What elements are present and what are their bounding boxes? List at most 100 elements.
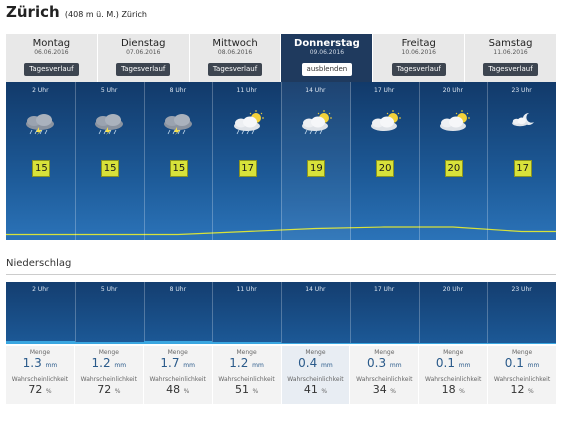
day-name: Freitag xyxy=(401,38,436,49)
precip-hour-label: 8 Uhr xyxy=(169,286,187,293)
day-name: Mittwoch xyxy=(212,38,258,49)
hour-column: 17 Uhr 20 xyxy=(350,82,420,240)
day-tabs: Montag 06.06.2016 Tagesverlauf Dienstag 07.0… xyxy=(6,34,556,82)
day-tab-donnerstag[interactable]: Donnerstag 09.06.2016 ausblenden xyxy=(281,34,374,82)
precip-hour-label: 23 Uhr xyxy=(511,286,532,293)
menge-label: Menge xyxy=(29,349,51,356)
precip-stat-cell: Menge 0.1 mm Wahrscheinlichkeit 18 % xyxy=(419,346,489,404)
menge-label: Menge xyxy=(167,349,188,356)
precip-probability: 34 % xyxy=(372,383,396,396)
precip-amount: 1.7 mm xyxy=(160,356,195,370)
temperature-badge: 15 xyxy=(101,160,120,177)
temperature-badge: 19 xyxy=(307,160,326,177)
day-tab-samstag[interactable]: Samstag 11.06.2016 Tagesverlauf xyxy=(465,34,556,82)
precip-stat-cell: Menge 0.3 mm Wahrscheinlichkeit 34 % xyxy=(350,346,420,404)
hour-label: 8 Uhr xyxy=(169,87,187,94)
hide-button[interactable]: ausblenden xyxy=(301,63,353,76)
temperature-curve-line xyxy=(6,226,556,236)
hour-label: 23 Uhr xyxy=(511,87,532,94)
temperature-badge: 17 xyxy=(238,160,257,177)
temperature-badge: 17 xyxy=(513,160,532,177)
tagesverlauf-button[interactable]: Tagesverlauf xyxy=(207,63,263,76)
precip-amount: 1.2 mm xyxy=(91,356,127,370)
hour-column: 5 Uhr 15 xyxy=(75,82,145,240)
menge-label: Menge xyxy=(511,349,533,356)
hour-label: 5 Uhr xyxy=(100,87,118,94)
precip-hour-label: 2 Uhr xyxy=(32,286,49,293)
unit-percent: % xyxy=(459,388,465,395)
precip-hour-label: 17 Uhr xyxy=(374,286,395,293)
probability-label: Wahrscheinlichkeit xyxy=(493,376,551,383)
day-date: 09.06.2016 xyxy=(309,49,345,56)
precip-bar xyxy=(212,341,281,344)
precip-hour-label: 14 Uhr xyxy=(305,286,326,293)
menge-label: Menge xyxy=(443,349,464,356)
precipitation-panel: 2 Uhr 5 Uhr 8 Uhr 11 Uhr 14 Uhr 17 Uhr 20 Uhr 2… xyxy=(6,282,557,344)
hour-column: 14 Uhr 19 xyxy=(281,82,351,240)
probability-label: Wahrscheinlichkeit xyxy=(287,376,344,383)
tagesverlauf-button[interactable]: Tagesverlauf xyxy=(483,63,538,76)
sun-cloud-icon xyxy=(364,109,404,135)
unit-mm: mm xyxy=(252,362,264,369)
precip-column: 8 Uhr xyxy=(143,282,214,344)
unit-percent: % xyxy=(183,388,190,395)
precipitation-stats: Menge 1.3 mm Wahrscheinlichkeit 72 % Menge 1.… xyxy=(6,346,556,404)
temperature-badge: 20 xyxy=(444,160,463,177)
precip-column: 5 Uhr xyxy=(74,282,145,344)
unit-mm: mm xyxy=(458,362,471,369)
precip-probability: 72 % xyxy=(28,383,52,396)
divider xyxy=(6,274,556,275)
unit-mm: mm xyxy=(45,362,58,369)
precip-column: 17 Uhr xyxy=(349,282,420,344)
thunderstorm-icon xyxy=(89,109,129,135)
day-date: 11.06.2016 xyxy=(493,49,528,56)
hour-column: 2 Uhr 15 xyxy=(6,82,76,240)
temperature-badge: 15 xyxy=(32,160,51,177)
precip-probability: 51 % xyxy=(234,383,259,396)
unit-mm: mm xyxy=(389,362,402,369)
precip-bar xyxy=(74,341,144,344)
menge-label: Menge xyxy=(305,349,326,356)
sun-cloud-rain-icon xyxy=(227,109,267,135)
precip-probability: 18 % xyxy=(441,383,465,396)
unit-percent: % xyxy=(321,388,328,395)
day-tab-dienstag[interactable]: Dienstag 07.06.2016 Tagesverlauf xyxy=(97,34,190,82)
thunderstorm-icon xyxy=(158,109,198,135)
precip-amount: 1.3 mm xyxy=(22,356,58,370)
precip-stat-cell: Menge 1.3 mm Wahrscheinlichkeit 72 % xyxy=(6,346,75,404)
precip-bar xyxy=(143,340,213,344)
elevation-label: (408 m ü. M.) Zürich xyxy=(64,10,147,19)
precip-probability: 72 % xyxy=(97,383,121,396)
unit-mm: mm xyxy=(183,362,195,369)
hour-label: 2 Uhr xyxy=(32,87,49,94)
day-tab-mittwoch[interactable]: Mittwoch 08.06.2016 Tagesverlauf xyxy=(189,34,282,82)
day-name: Donnerstag xyxy=(294,38,360,49)
precip-bar xyxy=(418,343,488,344)
hour-label: 17 Uhr xyxy=(374,87,395,94)
precip-hour-label: 5 Uhr xyxy=(100,286,118,293)
day-name: Samstag xyxy=(488,38,533,49)
unit-percent: % xyxy=(45,388,52,395)
precip-amount: 0.4 mm xyxy=(298,356,333,370)
unit-percent: % xyxy=(114,388,121,395)
probability-label: Wahrscheinlichkeit xyxy=(218,376,275,383)
precip-column: 11 Uhr xyxy=(212,282,282,344)
probability-label: Wahrscheinlichkeit xyxy=(149,376,206,383)
day-tab-freitag[interactable]: Freitag 10.06.2016 Tagesverlauf xyxy=(373,34,466,82)
precip-stat-cell: Menge 1.7 mm Wahrscheinlichkeit 48 % xyxy=(143,346,213,404)
tagesverlauf-button[interactable]: Tagesverlauf xyxy=(116,63,171,76)
hour-column: 23 Uhr 17 xyxy=(487,82,557,240)
probability-label: Wahrscheinlichkeit xyxy=(11,376,69,383)
precip-amount: 1.2 mm xyxy=(229,356,264,370)
day-date: 06.06.2016 xyxy=(34,49,69,56)
menge-label: Menge xyxy=(374,349,395,356)
tagesverlauf-button[interactable]: Tagesverlauf xyxy=(391,63,446,76)
day-date: 07.06.2016 xyxy=(126,49,161,56)
precip-bar xyxy=(349,343,419,344)
unit-mm: mm xyxy=(527,362,540,369)
tagesverlauf-button[interactable]: Tagesverlauf xyxy=(24,63,79,76)
day-date: 10.06.2016 xyxy=(401,49,436,56)
day-tab-montag[interactable]: Montag 06.06.2016 Tagesverlauf xyxy=(6,34,98,82)
moon-cloud-icon xyxy=(502,109,542,135)
precip-stat-cell: Menge 0.4 mm Wahrscheinlichkeit 41 % xyxy=(281,346,351,404)
